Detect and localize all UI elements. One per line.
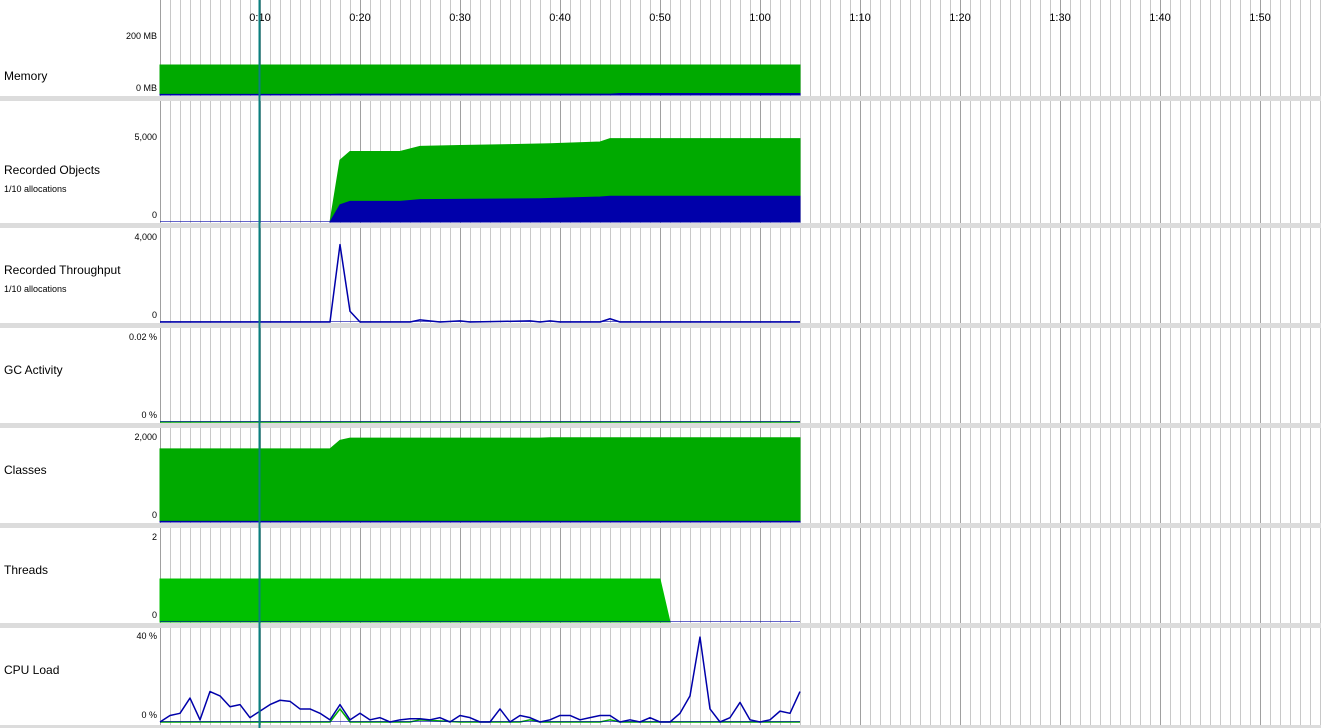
y-axis-max-label: 4,000 xyxy=(134,232,157,242)
y-axis-max-label: 0.02 % xyxy=(129,332,157,342)
panel-separator xyxy=(0,725,1321,728)
panel-separator xyxy=(0,96,1321,101)
y-axis-min-label: 0 % xyxy=(141,710,157,720)
panel-label-area xyxy=(0,628,160,722)
panel-separator xyxy=(0,423,1321,428)
y-axis-min-label: 0 xyxy=(152,210,157,220)
y-axis-max-label: 200 MB xyxy=(126,31,157,41)
series-area xyxy=(159,64,801,96)
panel-separator xyxy=(0,623,1321,628)
panel-title: CPU Load xyxy=(4,663,59,677)
time-tick-label: 1:20 xyxy=(949,12,970,24)
panel-title: Recorded Throughput xyxy=(4,263,121,277)
panel-subtitle: 1/10 allocations xyxy=(4,284,67,294)
panel-label-area xyxy=(0,528,160,622)
time-tick-label: 0:40 xyxy=(549,12,570,24)
panel-title: GC Activity xyxy=(4,363,63,377)
panel-label-area xyxy=(0,228,160,322)
panel-separator xyxy=(0,223,1321,228)
y-axis-min-label: 0 xyxy=(152,510,157,520)
panel-memory: Memory 200 MB 0 MB xyxy=(0,0,1321,101)
y-axis-max-label: 2 xyxy=(152,532,157,542)
panel-separator xyxy=(0,323,1321,328)
series-area xyxy=(329,195,801,223)
panel-label-area xyxy=(0,328,160,422)
panel-title: Classes xyxy=(4,463,47,477)
panel-title: Memory xyxy=(4,69,47,83)
y-axis-max-label: 5,000 xyxy=(134,132,157,142)
panel-title: Recorded Objects xyxy=(4,163,100,177)
panel-subtitle: 1/10 allocations xyxy=(4,184,67,194)
time-tick-label: 0:20 xyxy=(349,12,370,24)
y-axis-min-label: 0 MB xyxy=(136,83,157,93)
y-axis-min-label: 0 xyxy=(152,610,157,620)
panel-classes: Classes 2,000 0 xyxy=(0,428,1321,528)
series-area xyxy=(159,437,801,523)
time-tick-label: 1:00 xyxy=(749,12,770,24)
y-axis-min-label: 0 % xyxy=(141,410,157,420)
series-area xyxy=(159,578,671,623)
panel-recorded-objects: Recorded Objects 1/10 allocations 5,000 0 xyxy=(0,128,1321,228)
panel-label-area xyxy=(0,428,160,522)
panel-label-area xyxy=(0,128,160,222)
time-tick-label: 1:40 xyxy=(1149,12,1170,24)
panel-cpu-load: CPU Load 40 % 0 % xyxy=(0,628,1321,728)
time-tick-label: 1:50 xyxy=(1249,12,1270,24)
time-tick-label: 1:30 xyxy=(1049,12,1070,24)
time-tick-label: 0:30 xyxy=(449,12,470,24)
panel-label-area xyxy=(0,0,160,95)
time-tick-label: 0:50 xyxy=(649,12,670,24)
panel-title: Threads xyxy=(4,563,48,577)
y-axis-min-label: 0 xyxy=(152,310,157,320)
panel-threads: Threads 2 0 xyxy=(0,528,1321,628)
time-axis: 0:100:200:300:400:501:001:101:201:301:40… xyxy=(249,12,1270,24)
panel-separator xyxy=(0,523,1321,528)
time-tick-label: 1:10 xyxy=(849,12,870,24)
y-axis-max-label: 2,000 xyxy=(134,432,157,442)
panel-gc-activity: GC Activity 0.02 % 0 % xyxy=(0,328,1321,428)
panel-recorded-throughput: Recorded Throughput 1/10 allocations 4,000… xyxy=(0,228,1321,328)
y-axis-max-label: 40 % xyxy=(136,631,157,641)
